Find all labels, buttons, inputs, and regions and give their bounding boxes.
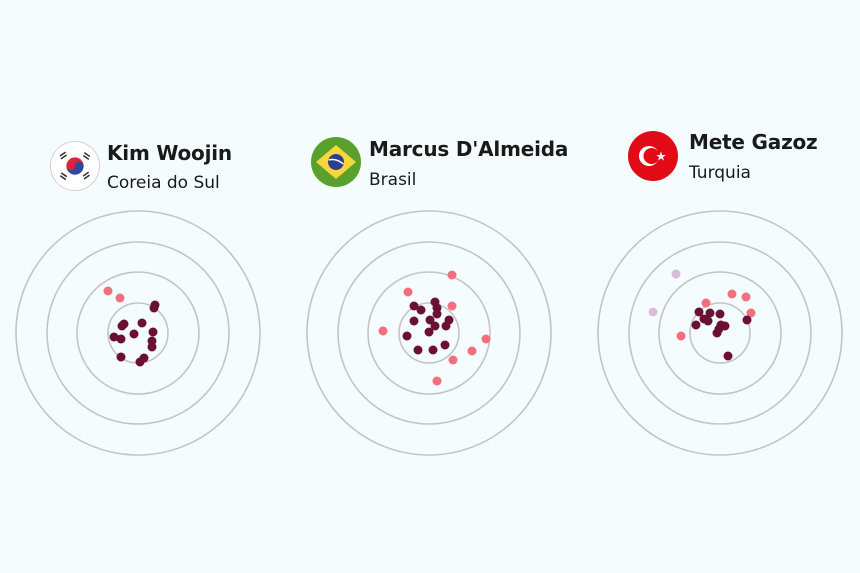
arrow-hit-dark xyxy=(137,318,147,328)
arrow-hit-dark xyxy=(409,316,419,326)
target-ring-3 xyxy=(337,241,521,425)
arrow-hit-dark xyxy=(705,308,715,318)
arrow-hit-pink xyxy=(746,308,756,318)
target-2 xyxy=(306,210,552,456)
target-ring-4 xyxy=(597,210,843,456)
target-ring-1 xyxy=(398,302,460,364)
arrow-hit-dark xyxy=(150,300,160,310)
target-ring-3 xyxy=(46,241,230,425)
arrow-hit-pink xyxy=(467,346,477,356)
arrow-hit-dark xyxy=(432,309,442,319)
arrow-hit-dark xyxy=(703,316,713,326)
target-ring-2 xyxy=(658,271,782,395)
arrow-hit-pink xyxy=(448,355,458,365)
arrow-hit-dark xyxy=(402,331,412,341)
arrow-hit-dark xyxy=(139,353,149,363)
arrow-hit-pink xyxy=(432,376,442,386)
arrow-hit-dark xyxy=(425,315,435,325)
target-ring-3 xyxy=(628,241,812,425)
arrow-hit-dark xyxy=(441,321,451,331)
arrow-hit-dark xyxy=(715,309,725,319)
arrow-hit-dark xyxy=(416,305,426,315)
target-1 xyxy=(15,210,261,456)
arrow-hit-lavender xyxy=(671,269,681,279)
target-ring-2 xyxy=(76,271,200,395)
target-ring-4 xyxy=(306,210,552,456)
arrow-hit-dark xyxy=(723,351,733,361)
arrow-hit-dark xyxy=(742,315,752,325)
athlete-country: Brasil xyxy=(369,170,417,190)
athlete-name: Kim Woojin xyxy=(107,141,232,165)
arrow-hit-pink xyxy=(103,286,113,296)
arrow-hit-pink xyxy=(481,334,491,344)
arrow-hit-dark xyxy=(117,321,127,331)
arrow-hit-dark xyxy=(712,328,722,338)
target-ring-1 xyxy=(689,302,751,364)
arrow-hit-dark xyxy=(413,345,423,355)
arrow-hit-pink xyxy=(403,287,413,297)
arrow-hit-pink xyxy=(741,292,751,302)
arrow-hit-pink xyxy=(727,289,737,299)
arrow-hit-pink xyxy=(115,293,125,303)
athlete-country: Coreia do Sul xyxy=(107,173,220,193)
arrow-hit-dark xyxy=(116,352,126,362)
arrow-hit-dark xyxy=(409,301,419,311)
arrow-hit-pink xyxy=(676,331,686,341)
athlete-name: Marcus D'Almeida xyxy=(369,137,569,161)
target-3 xyxy=(597,210,843,456)
arrow-hit-dark xyxy=(424,327,434,337)
south-korea-flag-icon xyxy=(50,141,100,191)
arrow-hit-pink xyxy=(378,326,388,336)
athlete-country: Turquia xyxy=(689,163,751,183)
arrow-hit-dark xyxy=(147,342,157,352)
arrow-hit-dark xyxy=(116,334,126,344)
arrow-hit-dark xyxy=(694,307,704,317)
arrow-hit-pink xyxy=(701,298,711,308)
target-ring-2 xyxy=(367,271,491,395)
arrow-hit-dark xyxy=(440,340,450,350)
arrow-hit-dark xyxy=(428,345,438,355)
target-ring-4 xyxy=(15,210,261,456)
arrow-hit-pink xyxy=(447,301,457,311)
arrow-hit-dark xyxy=(148,327,158,337)
arrow-hit-dark xyxy=(430,321,440,331)
arrow-hit-lavender xyxy=(648,307,658,317)
arrow-hit-dark xyxy=(129,329,139,339)
brazil-flag-icon xyxy=(311,137,361,187)
arrow-hit-dark xyxy=(691,320,701,330)
turkey-flag-icon xyxy=(628,131,678,181)
arrow-hit-dark xyxy=(109,332,119,342)
arrow-hit-pink xyxy=(447,270,457,280)
athlete-name: Mete Gazoz xyxy=(689,130,818,154)
